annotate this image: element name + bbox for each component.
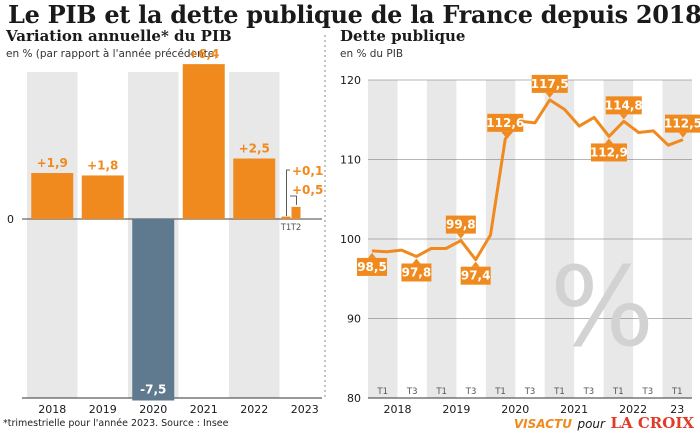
gdp-quarter-bar — [291, 206, 301, 219]
quarter-tick-label: T3 — [524, 387, 536, 397]
year-band — [27, 72, 78, 398]
quarter-tick-label: T1 — [435, 387, 447, 397]
debt-point-label-pointer — [679, 132, 687, 138]
quarter-leader-line — [290, 195, 297, 205]
debt-point-label: 99,8 — [446, 218, 476, 232]
debt-point-label-pointer — [412, 258, 421, 264]
y-tick-label: 80 — [347, 392, 361, 405]
debt-point-label-pointer — [501, 131, 510, 137]
page-title: Le PIB et la dette publique de la France… — [8, 0, 700, 29]
gdp-bar — [31, 173, 74, 219]
quarter-tick-label: T1 — [280, 223, 292, 233]
credit-logo: VISACTU pour LA CROIX — [514, 414, 694, 432]
debt-chart-unit: en % du PIB — [340, 48, 404, 60]
debt-chart-title: Dette publique — [340, 27, 466, 45]
gdp-bar-label: +6,4 — [188, 47, 219, 61]
debt-point-label-box — [445, 215, 476, 234]
la-croix-logo-text: LA CROIX — [610, 414, 694, 432]
gdp-bar — [81, 175, 124, 219]
year-tick-label: 23 — [670, 403, 684, 416]
quarter-value-label: +0,5 — [292, 183, 323, 197]
x-tick-label: 2021 — [190, 403, 218, 416]
x-tick-label: 2022 — [240, 403, 268, 416]
debt-point-label-box — [401, 263, 432, 282]
percent-watermark: % — [550, 243, 655, 371]
year-tick-label: 2022 — [619, 403, 647, 416]
quarter-tick-label: T3 — [465, 387, 477, 397]
x-tick-label: 2018 — [38, 403, 66, 416]
quarter-tick-label: T1 — [494, 387, 506, 397]
y-tick-label: 100 — [340, 233, 361, 246]
quarter-tick-label: T1 — [376, 387, 388, 397]
x-tick-label: 2019 — [89, 403, 117, 416]
credit-pour-text: pour — [577, 417, 605, 431]
gdp-bar-label: +2,5 — [239, 142, 270, 156]
year-tick-label: 2020 — [501, 403, 529, 416]
quarter-value-label: +0,1 — [292, 164, 323, 178]
debt-point-label: 97,4 — [461, 269, 491, 283]
debt-point-label-box — [357, 257, 387, 276]
y-tick-label: 90 — [347, 313, 361, 326]
debt-point-label-box — [605, 96, 642, 115]
quarter-leader-line — [286, 169, 290, 216]
debt-point-label: 117,5 — [531, 77, 569, 91]
debt-point-label-pointer — [619, 114, 628, 120]
quarter-tick-label: T3 — [642, 387, 654, 397]
debt-point-label: 97,8 — [402, 265, 432, 279]
y-tick-label: 120 — [340, 74, 361, 87]
gdp-bar-label: +1,9 — [37, 156, 68, 170]
debt-point-label-pointer — [368, 252, 376, 258]
gdp-bar-label: +1,8 — [87, 158, 118, 172]
zero-label: 0 — [7, 213, 14, 226]
debt-point-label-pointer — [456, 233, 465, 239]
debt-point-label-pointer — [604, 138, 613, 144]
x-tick-label: 2020 — [139, 403, 167, 416]
gdp-bar — [182, 64, 225, 220]
quarter-tick-label: T1 — [553, 387, 565, 397]
visactu-logo-text: VISACTU — [513, 417, 572, 431]
gdp-chart-title: Variation annuelle* du PIB — [6, 27, 232, 45]
gdp-bar — [233, 158, 276, 219]
x-tick-label: 2023 — [291, 403, 319, 416]
debt-point-label-box — [590, 143, 627, 162]
year-band — [229, 72, 280, 398]
debt-point-label-pointer — [471, 261, 480, 267]
gdp-chart-unit: en % (par rapport à l'année précédente) — [6, 48, 219, 60]
debt-point-label: 114,8 — [605, 98, 643, 112]
debt-point-label-box — [665, 114, 700, 133]
year-tick-label: 2021 — [560, 403, 588, 416]
y-tick-label: 110 — [340, 154, 361, 167]
footnote: *trimestrielle pour l'année 2023. Source… — [3, 418, 229, 429]
debt-point-label-box — [531, 74, 568, 93]
quarter-tick-label: T2 — [290, 223, 302, 233]
debt-point-label-pointer — [545, 92, 554, 98]
debt-point-label: 112,5 — [664, 117, 700, 131]
year-tick-label: 2019 — [442, 403, 470, 416]
debt-point-label-box — [460, 266, 491, 285]
quarter-tick-label: T3 — [406, 387, 418, 397]
debt-point-label-box — [487, 113, 524, 132]
quarter-tick-label: T1 — [671, 387, 683, 397]
debt-point-label: 112,6 — [486, 116, 524, 130]
gdp-quarter-bar — [281, 216, 291, 219]
debt-point-label: 112,9 — [590, 145, 628, 159]
quarter-tick-label: T3 — [583, 387, 595, 397]
quarter-tick-label: T1 — [612, 387, 624, 397]
debt-line — [371, 98, 684, 262]
gdp-bar — [132, 219, 175, 401]
gdp-bar-label: -7,5 — [140, 383, 166, 397]
debt-point-label: 98,5 — [357, 260, 387, 274]
year-tick-label: 2018 — [383, 403, 411, 416]
